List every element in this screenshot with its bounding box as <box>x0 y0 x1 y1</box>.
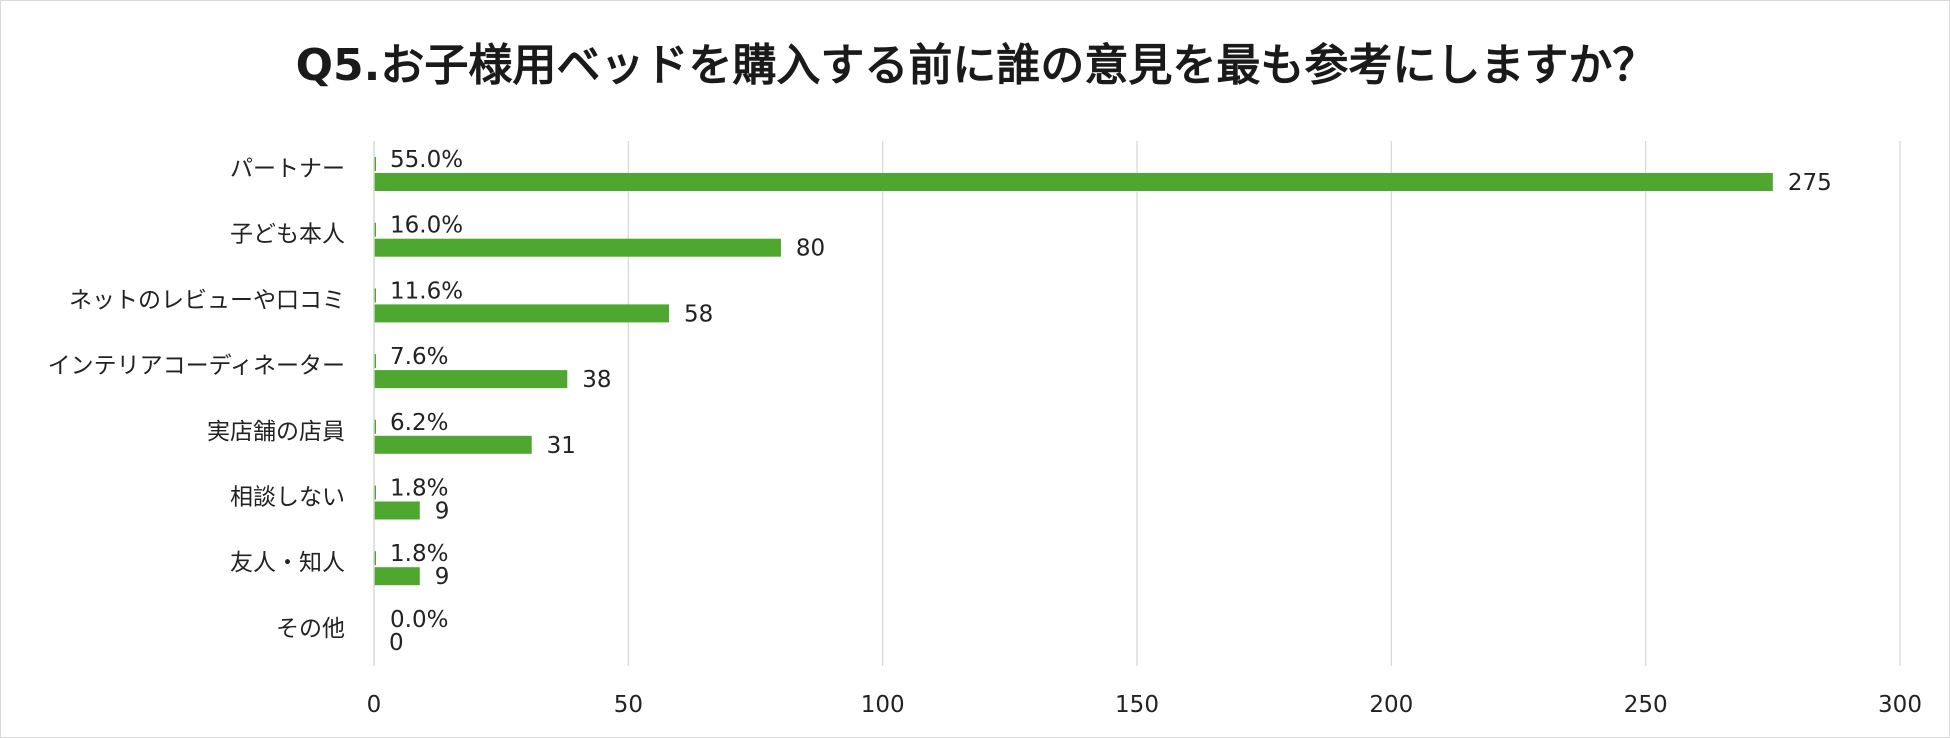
percent-bar <box>374 222 376 237</box>
value-bar <box>374 370 568 389</box>
percent-bar <box>374 354 376 369</box>
x-tick-label: 0 <box>367 692 382 718</box>
percent-label: 6.2% <box>390 410 448 436</box>
x-tick-label: 250 <box>1624 692 1668 718</box>
category-label: ネットのレビューや口コミ <box>69 287 345 313</box>
chart-title: Q5.お子様用ベッドを購入する前に誰の意見を最も参考にしますか？ <box>295 40 1657 91</box>
percent-bar <box>374 157 376 171</box>
percent-label: 0.0% <box>390 607 448 633</box>
x-tick-label: 50 <box>614 692 643 718</box>
value-bar <box>374 238 781 257</box>
x-tick-label: 100 <box>861 692 905 718</box>
value-label: 0 <box>389 630 404 656</box>
category-label: その他 <box>276 616 345 642</box>
percent-bar <box>374 419 376 434</box>
percent-bar <box>374 288 376 303</box>
x-tick-label: 150 <box>1115 692 1159 718</box>
value-bar <box>374 501 420 520</box>
value-label: 80 <box>796 236 825 262</box>
category-label: 相談しない <box>230 485 345 511</box>
x-tick-label: 200 <box>1369 692 1413 718</box>
value-bar <box>374 567 420 586</box>
x-tick-label: 300 <box>1878 692 1922 718</box>
category-label: 実店舗の店員 <box>207 419 345 445</box>
percent-label: 55.0% <box>390 147 463 173</box>
value-label: 58 <box>684 301 713 327</box>
value-bar <box>374 173 1773 191</box>
value-label: 9 <box>435 499 450 525</box>
percent-bar <box>374 485 376 500</box>
value-label: 31 <box>547 433 576 459</box>
category-label: 子ども本人 <box>230 222 345 248</box>
value-label: 9 <box>435 564 450 590</box>
percent-label: 1.8% <box>390 541 448 567</box>
value-bar <box>374 435 532 454</box>
percent-label: 11.6% <box>390 278 463 304</box>
value-bar <box>374 304 670 323</box>
percent-label: 16.0% <box>390 213 463 239</box>
category-label: パートナー <box>230 156 345 182</box>
category-label: インテリアコーディネーター <box>48 353 345 379</box>
percent-label: 1.8% <box>390 476 448 502</box>
value-label: 38 <box>582 367 611 393</box>
category-label: 友人・知人 <box>230 550 345 576</box>
percent-bar <box>374 551 376 566</box>
percent-label: 7.6% <box>390 344 448 370</box>
value-label: 275 <box>1788 170 1832 196</box>
